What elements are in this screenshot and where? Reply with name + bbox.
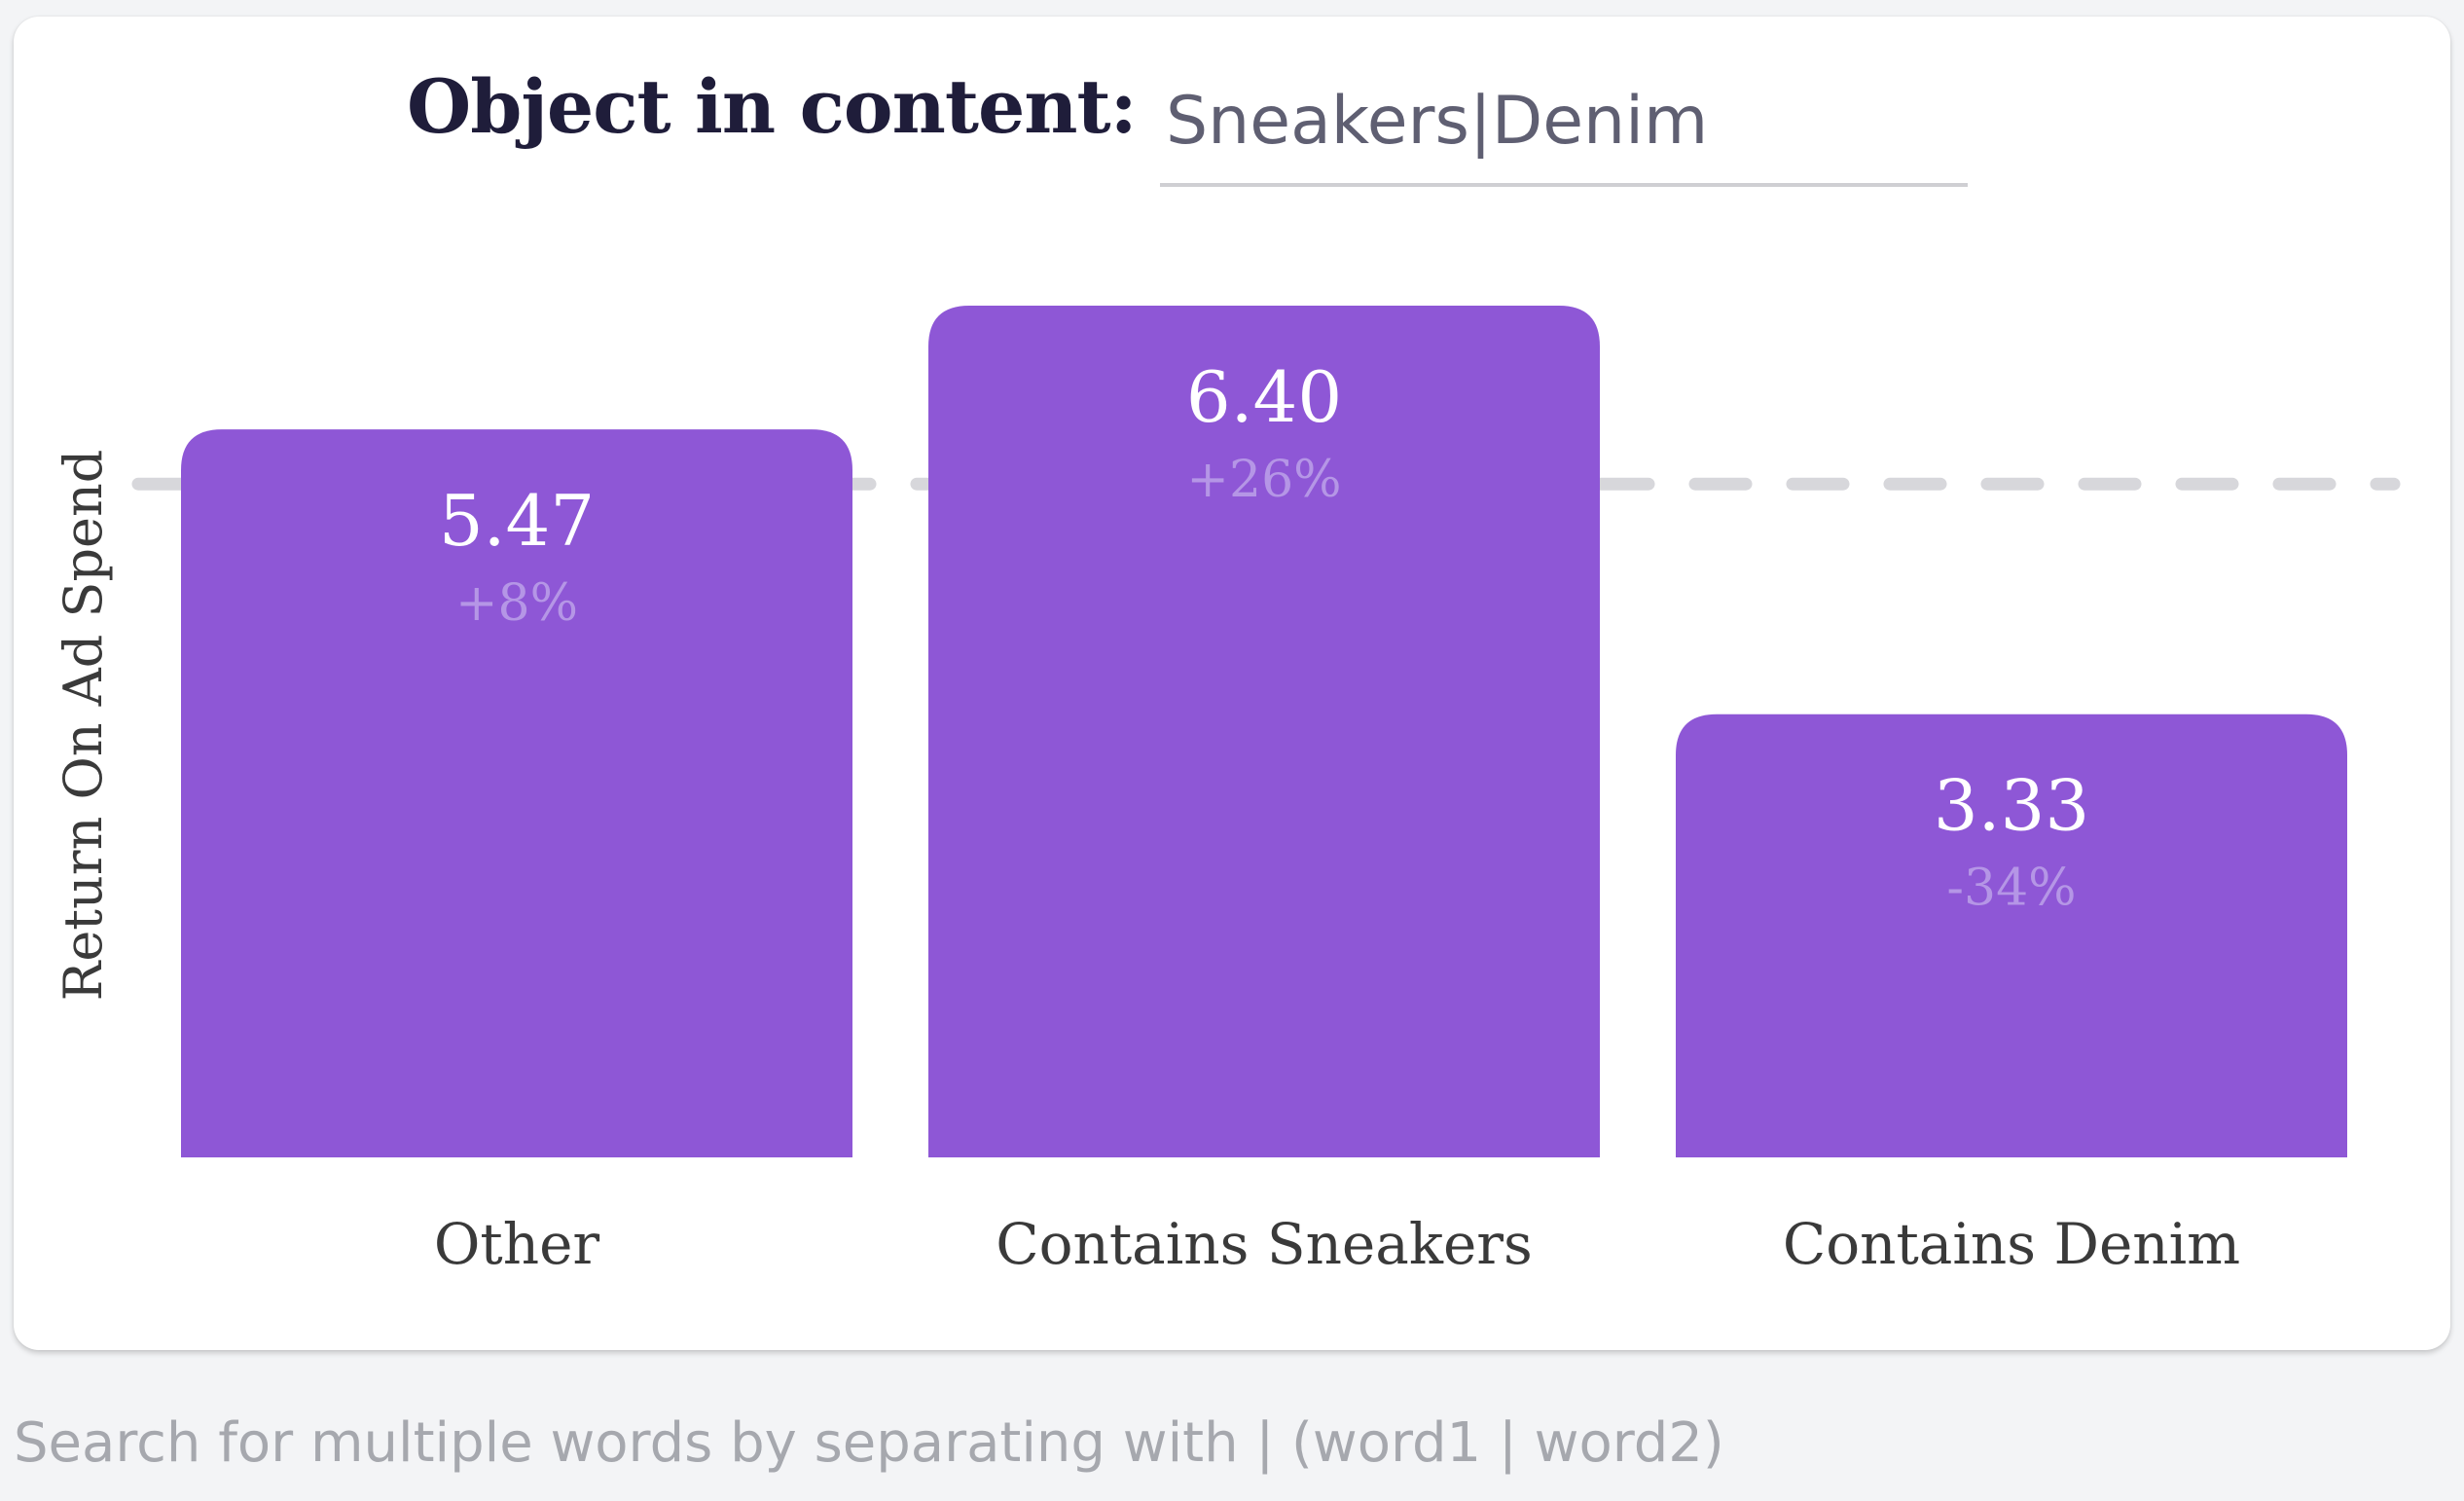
filter-input[interactable] bbox=[1160, 58, 1968, 187]
bar-delta-label: +26% bbox=[1186, 451, 1341, 509]
helper-text: Search for multiple words by separating … bbox=[14, 1411, 1724, 1475]
x-tick-label: Other bbox=[434, 1211, 600, 1277]
x-tick-label: Contains Denim bbox=[1783, 1211, 2240, 1277]
bar-delta-label: +8% bbox=[455, 574, 578, 633]
x-tick-label: Contains Sneakers bbox=[996, 1211, 1533, 1277]
bar-value-label: 6.40 bbox=[1186, 356, 1342, 438]
y-axis-label: Return On Ad Spend bbox=[53, 450, 114, 1002]
bar-value-label: 5.47 bbox=[439, 480, 595, 562]
bar-chart: 5.47 +8% Other 6.40 +26% Contains Sneakers 3.3… bbox=[53, 306, 2401, 1277]
bar bbox=[928, 306, 1600, 1157]
bar-delta-label: -34% bbox=[1946, 860, 2076, 918]
bar bbox=[1676, 714, 2347, 1157]
filter-label: Object in content: bbox=[407, 63, 1138, 150]
bar-value-label: 3.33 bbox=[1934, 765, 2089, 847]
bar bbox=[181, 429, 852, 1157]
